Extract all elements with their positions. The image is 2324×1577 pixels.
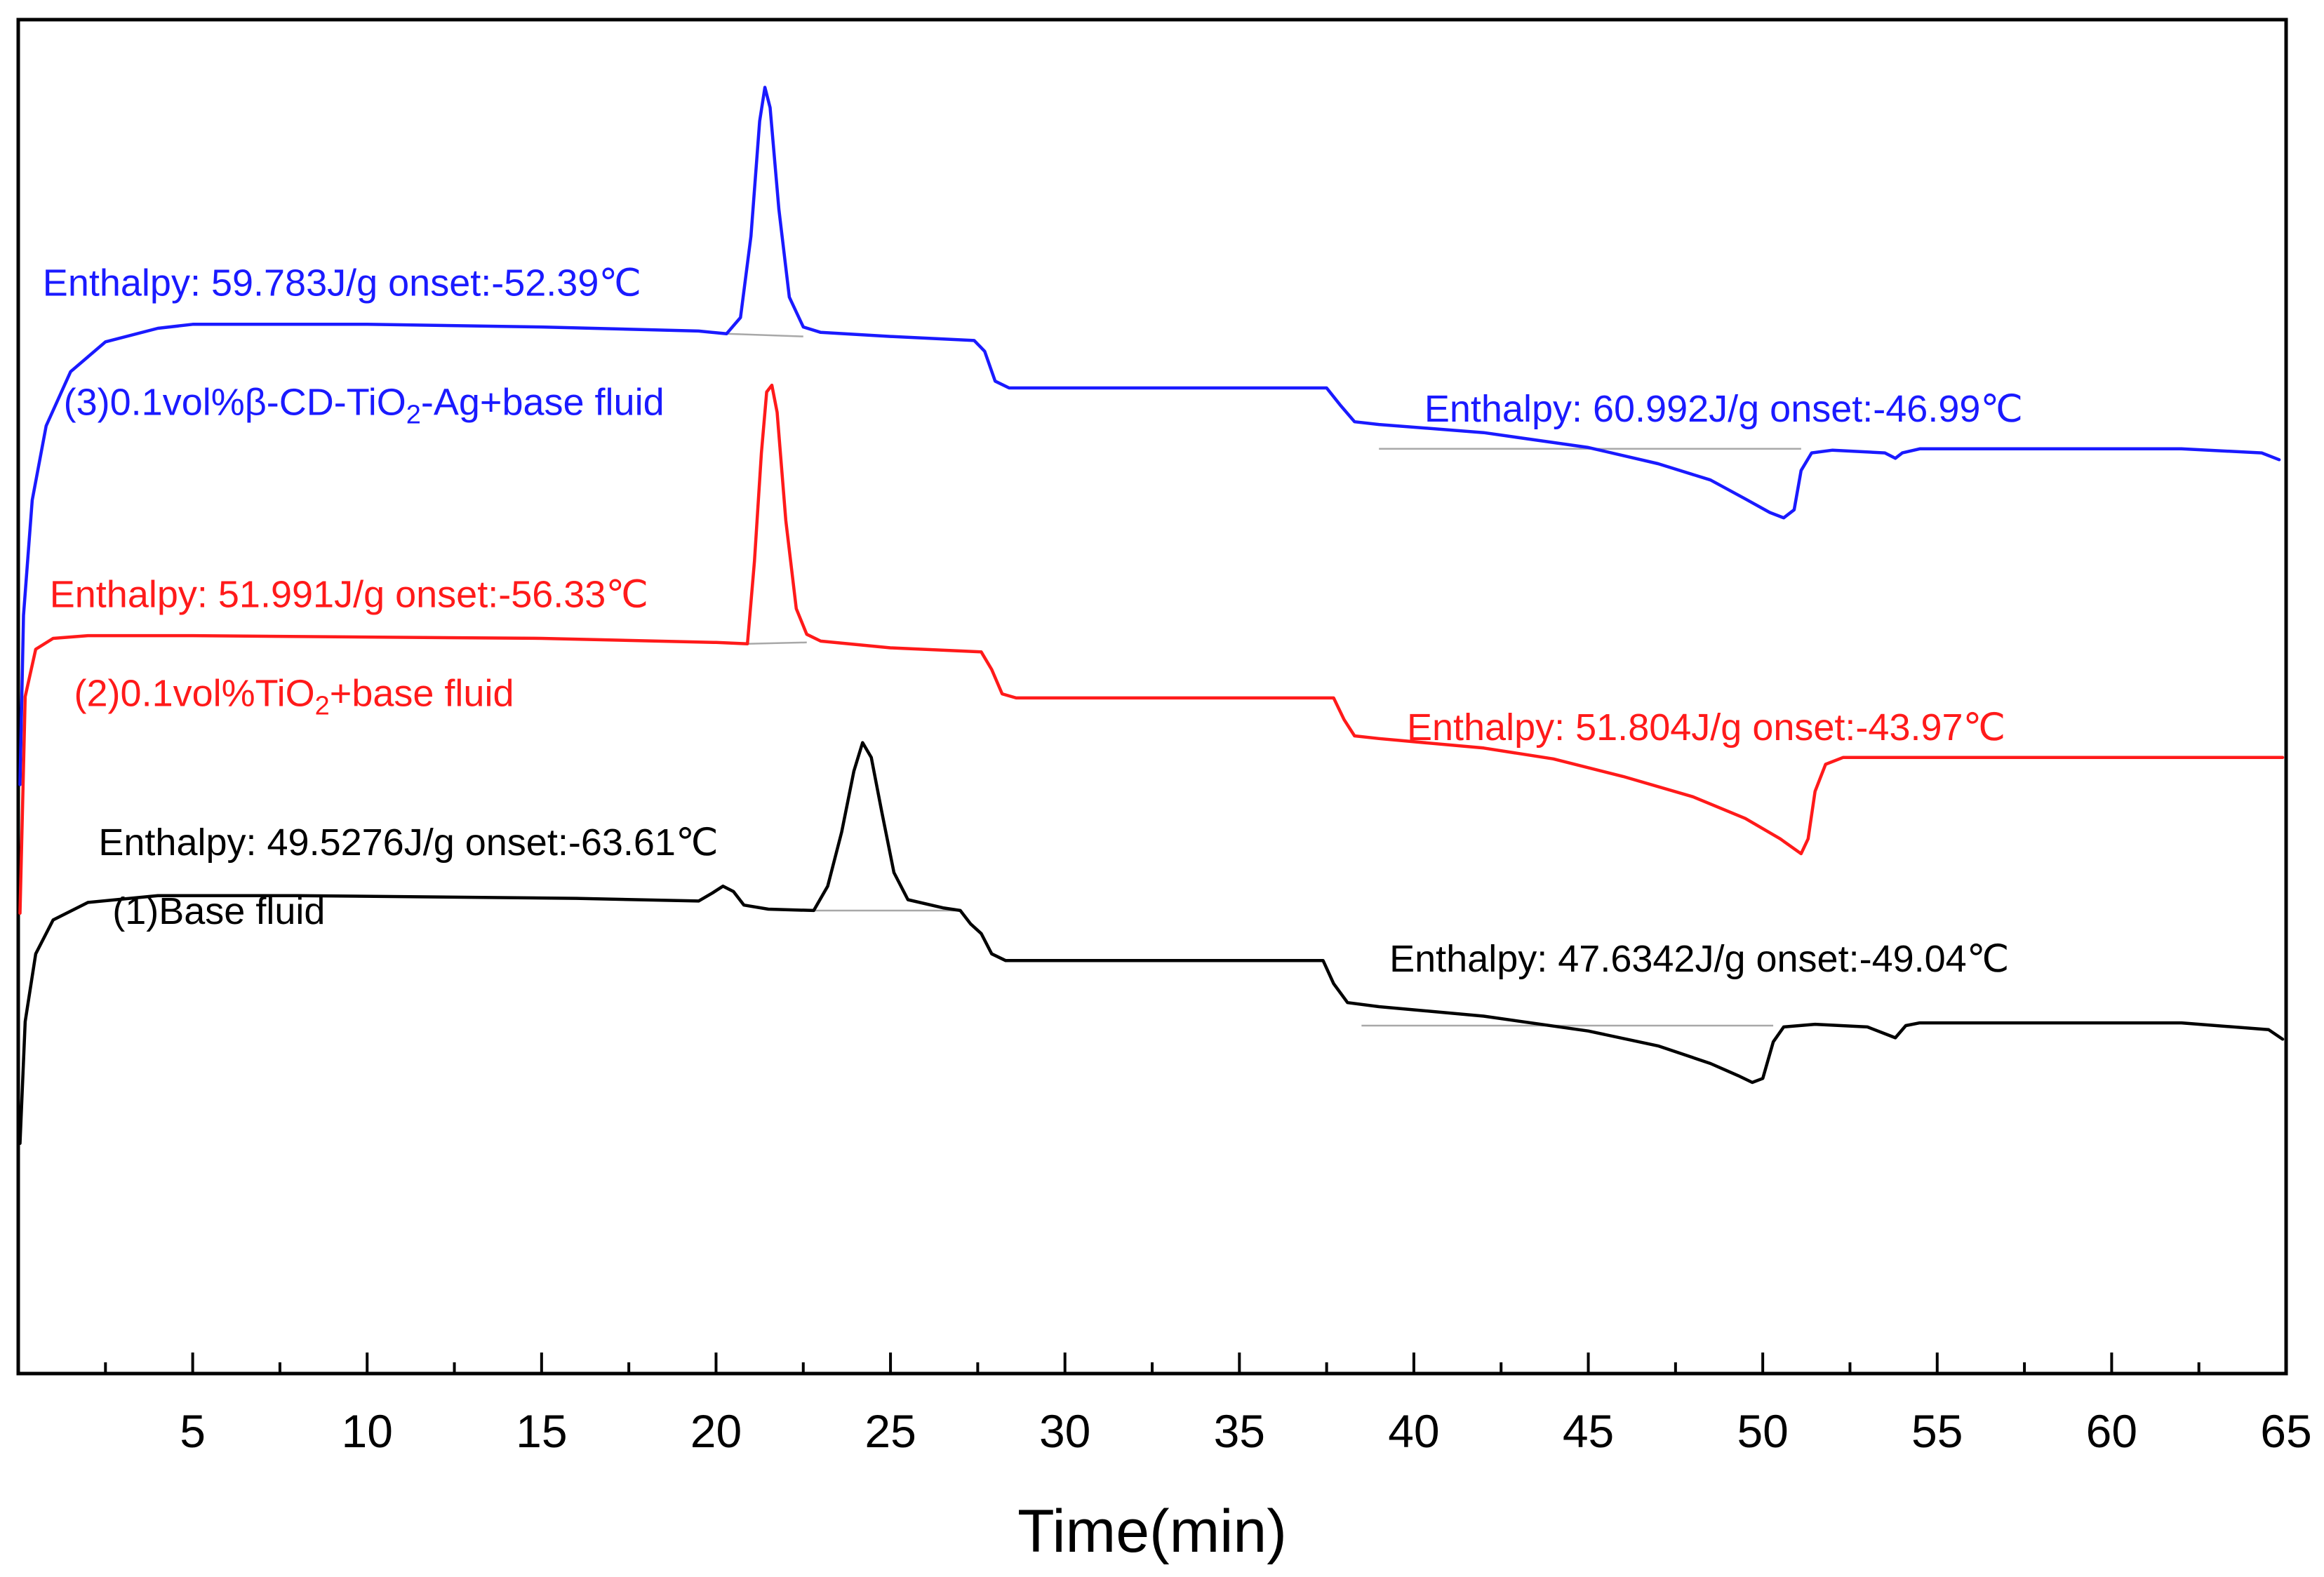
x-tick-label: 45: [1563, 1405, 1614, 1457]
series-label-base: (1)Base fluid: [112, 890, 325, 932]
x-tick-label: 40: [1388, 1405, 1439, 1457]
enthalpy-annotation-tio2: Enthalpy: 51.991J/g onset:-56.33℃: [50, 574, 648, 616]
series-line-tio2: [18, 383, 2285, 915]
enthalpy-annotations: Enthalpy: 59.783J/g onset:-52.39℃ Enthalp…: [43, 262, 2023, 980]
peak-baseline-cd: [726, 333, 803, 337]
x-tick-label: 20: [690, 1405, 742, 1457]
series-lines: [18, 86, 2285, 1146]
x-tick-label: 25: [864, 1405, 916, 1457]
enthalpy-annotation-base: Enthalpy: 49.5276J/g onset:-63.61℃: [98, 821, 718, 864]
enthalpy-annotation-cd: Enthalpy: 60.992J/g onset:-46.99℃: [1424, 388, 2023, 430]
integration-baselines: [726, 333, 1801, 1027]
x-tick-label: 55: [1911, 1405, 1963, 1457]
x-tick-label: 60: [2086, 1405, 2137, 1457]
x-tick-label: 30: [1039, 1405, 1090, 1457]
x-tick-label: 65: [2260, 1405, 2311, 1457]
enthalpy-annotation-base: Enthalpy: 47.6342J/g onset:-49.04℃: [1389, 938, 2009, 980]
series-line-cd: [18, 86, 2281, 786]
x-axis-ticks: 5 10 15 20 25 30 35 40 45 50 55 60 65: [104, 1353, 2312, 1457]
x-tick-label: 50: [1737, 1405, 1788, 1457]
x-tick-label: 15: [516, 1405, 567, 1457]
enthalpy-annotation-tio2: Enthalpy: 51.804J/g onset:-43.97℃: [1407, 706, 2005, 749]
x-tick-label: 35: [1214, 1405, 1265, 1457]
series-label-tio2: (2)0.1vol%TiO2+base fluid: [74, 673, 514, 721]
series-line-base: [18, 741, 2285, 1146]
series-labels: (3)0.1vol%β-CD-TiO2-Ag+base fluid (2)0.1v…: [64, 382, 665, 933]
peak-baseline-tio2: [747, 641, 807, 645]
series-label-cd: (3)0.1vol%β-CD-TiO2-Ag+base fluid: [64, 382, 665, 430]
x-tick-label: 5: [180, 1405, 206, 1457]
x-axis-title: Time(min): [1017, 1498, 1287, 1565]
x-tick-label: 10: [342, 1405, 393, 1457]
enthalpy-annotation-cd: Enthalpy: 59.783J/g onset:-52.39℃: [43, 262, 641, 304]
